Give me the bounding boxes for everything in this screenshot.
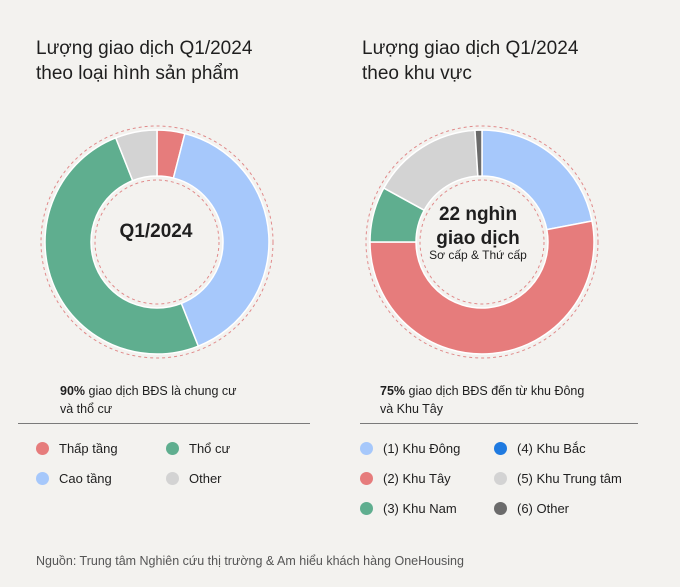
donut-slice-3 (44, 136, 200, 355)
region-donut-chart (365, 125, 599, 359)
donut-center-label: Q1/2024 (119, 221, 193, 242)
legend-swatch (36, 442, 49, 455)
chart-note: 75% giao dịch BĐS đến từ khu Đông và Khu… (380, 382, 630, 418)
donut-slice-2 (172, 132, 270, 348)
legend-label: Other (189, 471, 222, 486)
legend-item: (3) Khu Nam (360, 501, 457, 516)
legend-label: (1) Khu Đông (383, 441, 461, 456)
donut-slice-4 (114, 129, 158, 182)
product-type-panel: Lượng giao dịch Q1/2024 theo loại hình s… (0, 0, 340, 540)
note-highlight: 75% (380, 384, 406, 398)
divider (360, 423, 638, 424)
title-line-2: theo loại hình sản phẩm (36, 63, 239, 84)
legend-item: Thấp tầng (36, 441, 118, 456)
donut-inner-outline (94, 179, 220, 305)
donut-outline (365, 125, 599, 359)
title-line-1: Lượng giao dịch Q1/2024 (36, 38, 253, 59)
center-line-2: giao dịch (436, 228, 520, 249)
donut-slice-2 (369, 220, 595, 355)
legend-item: (4) Khu Bắc (494, 441, 586, 456)
region-panel: Lượng giao dịch Q1/2024 theo khu vực 22 … (340, 0, 680, 540)
legend-swatch (494, 442, 507, 455)
legend-swatch (166, 442, 179, 455)
legend-item: (1) Khu Đông (360, 441, 460, 456)
donut-center-label: 22 nghìn giao dịch (378, 203, 578, 251)
legend-label: (5) Khu Trung tâm (517, 471, 622, 486)
donut-inner-outline (419, 179, 545, 305)
note-text-line2: và thổ cư (60, 402, 113, 416)
legend-item: (5) Khu Trung tâm (494, 471, 622, 486)
note-text: giao dịch BĐS là chung cư (85, 384, 237, 398)
legend-label: Thổ cư (189, 441, 231, 456)
legend-swatch (360, 442, 373, 455)
chart-note: 90% giao dịch BĐS là chung cư và thổ cư (60, 382, 310, 418)
legend-label: Cao tầng (59, 471, 112, 486)
note-text-line2: và Khu Tây (380, 402, 444, 416)
legend-item: Thổ cư (166, 441, 230, 456)
legend-item: (2) Khu Tây (360, 471, 451, 486)
legend-label: (2) Khu Tây (383, 471, 451, 486)
title-line-2: theo khu vực (362, 63, 472, 84)
legend-swatch (166, 472, 179, 485)
chart-title: Lượng giao dịch Q1/2024 theo khu vực (362, 36, 652, 86)
divider (18, 423, 310, 424)
legend-label: (4) Khu Bắc (517, 441, 586, 456)
legend-item: (6) Other (494, 501, 569, 516)
legend-label: (3) Khu Nam (383, 501, 457, 516)
legend-label: Thấp tầng (59, 441, 118, 456)
donut-outline (40, 125, 274, 359)
legend-item: Other (166, 471, 222, 486)
chart-title: Lượng giao dịch Q1/2024 theo loại hình s… (36, 36, 326, 86)
note-highlight: 90% (60, 384, 86, 398)
legend-swatch (360, 502, 373, 515)
legend-item: Cao tầng (36, 471, 112, 486)
title-line-1: Lượng giao dịch Q1/2024 (362, 38, 579, 59)
center-line-1: 22 nghìn (438, 204, 518, 225)
product-type-donut-chart (40, 125, 274, 359)
donut-slice-5 (474, 129, 483, 177)
source-note: Nguồn: Trung tâm Nghiên cứu thị trường &… (36, 554, 464, 568)
note-text: giao dịch BĐS đến từ khu Đông (405, 384, 585, 398)
donut-center-sublabel: Sơ cấp & Thứ cấp (429, 248, 527, 262)
legend-label: (6) Other (517, 501, 570, 516)
legend-swatch (494, 472, 507, 485)
legend-swatch (494, 502, 507, 515)
legend-swatch (360, 472, 373, 485)
legend-swatch (36, 472, 49, 485)
